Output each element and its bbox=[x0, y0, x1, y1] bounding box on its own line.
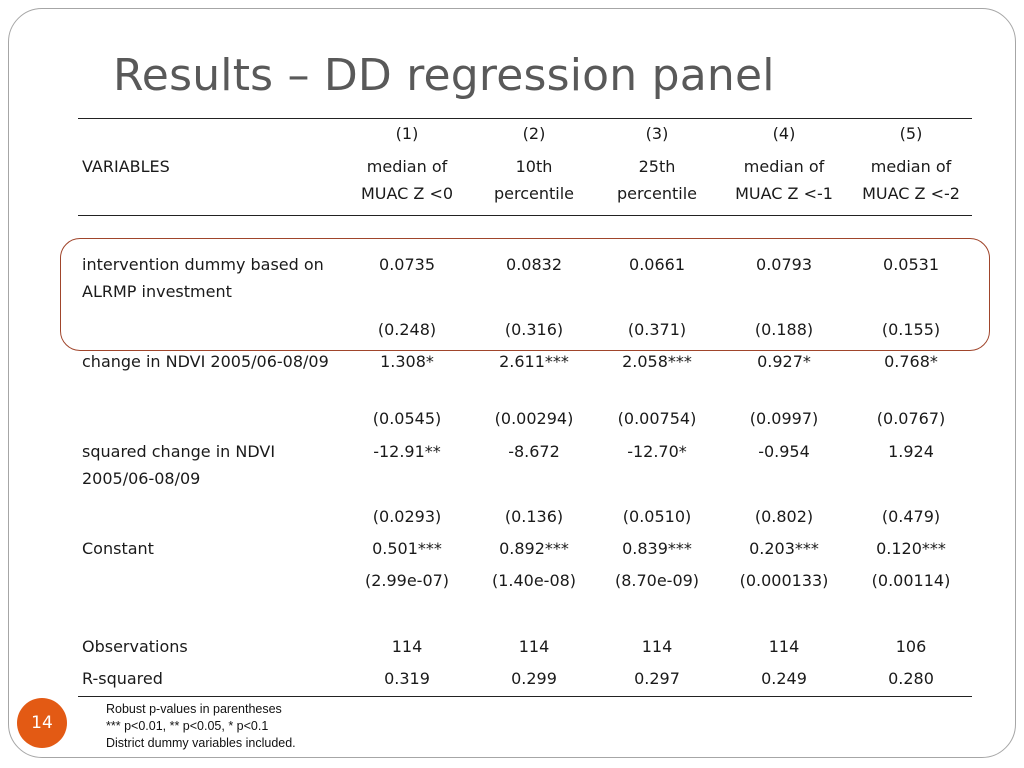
coef-cell: 1.924 bbox=[888, 442, 934, 461]
col-1-subheader: MUAC Z <0 bbox=[360, 184, 454, 203]
coef-cell: 0.501*** bbox=[372, 539, 442, 558]
se-cell: (0.248) bbox=[377, 320, 437, 339]
se-cell: (1.40e-08) bbox=[491, 571, 577, 590]
coef-cell: 0.892*** bbox=[499, 539, 569, 558]
footnote-significance: *** p<0.01, ** p<0.05, * p<0.1 bbox=[106, 719, 269, 733]
coef-cell: 0.768* bbox=[884, 352, 938, 371]
se-cell: (0.0293) bbox=[372, 507, 442, 526]
r-squared-cell: 0.249 bbox=[761, 669, 807, 688]
highlight-box bbox=[60, 238, 990, 351]
col-4-header: median of bbox=[743, 157, 825, 176]
se-cell: (0.479) bbox=[881, 507, 941, 526]
coef-cell: 0.120*** bbox=[876, 539, 946, 558]
observations-cell: 114 bbox=[641, 637, 673, 656]
observations-label: Observations bbox=[82, 637, 188, 656]
coef-cell: 0.0735 bbox=[379, 255, 435, 274]
se-cell: (0.00294) bbox=[494, 409, 574, 428]
coef-cell: 0.839*** bbox=[622, 539, 692, 558]
col-2-number: (2) bbox=[522, 124, 546, 143]
se-cell: (0.0767) bbox=[876, 409, 946, 428]
coef-cell: 1.308* bbox=[380, 352, 434, 371]
coef-cell: 0.0661 bbox=[629, 255, 685, 274]
table-header-rule bbox=[78, 215, 972, 216]
se-cell: (0.000133) bbox=[739, 571, 829, 590]
col-2-header: 10th bbox=[515, 157, 553, 176]
row-label-cont: 2005/06-08/09 bbox=[82, 469, 201, 488]
col-1-header: median of bbox=[366, 157, 448, 176]
col-3-header: 25th bbox=[638, 157, 676, 176]
se-cell: (0.188) bbox=[754, 320, 814, 339]
se-cell: (8.70e-09) bbox=[614, 571, 700, 590]
se-cell: (0.136) bbox=[504, 507, 564, 526]
r-squared-cell: 0.319 bbox=[384, 669, 430, 688]
se-cell: (0.00754) bbox=[617, 409, 697, 428]
r-squared-cell: 0.280 bbox=[888, 669, 934, 688]
col-5-number: (5) bbox=[899, 124, 923, 143]
slide-title: Results – DD regression panel bbox=[113, 50, 775, 101]
row-label: change in NDVI 2005/06-08/09 bbox=[82, 352, 329, 371]
col-2-subheader: percentile bbox=[493, 184, 575, 203]
observations-cell: 114 bbox=[518, 637, 550, 656]
r-squared-cell: 0.299 bbox=[511, 669, 557, 688]
variables-header: VARIABLES bbox=[82, 157, 170, 176]
col-5-header: median of bbox=[870, 157, 952, 176]
r-squared-cell: 0.297 bbox=[634, 669, 680, 688]
col-4-subheader: MUAC Z <-1 bbox=[735, 184, 833, 203]
observations-cell: 106 bbox=[895, 637, 927, 656]
page-number-badge: 14 bbox=[17, 698, 67, 748]
col-4-number: (4) bbox=[772, 124, 796, 143]
observations-cell: 114 bbox=[768, 637, 800, 656]
se-cell: (0.0997) bbox=[749, 409, 819, 428]
table-top-rule bbox=[78, 118, 972, 119]
coef-cell: 2.611*** bbox=[499, 352, 569, 371]
col-5-subheader: MUAC Z <-2 bbox=[862, 184, 960, 203]
col-3-number: (3) bbox=[645, 124, 669, 143]
coef-cell: 0.203*** bbox=[749, 539, 819, 558]
table-bottom-rule bbox=[78, 696, 972, 697]
r-squared-label: R-squared bbox=[82, 669, 163, 688]
se-cell: (0.155) bbox=[881, 320, 941, 339]
slide-frame bbox=[8, 8, 1016, 758]
row-label-cont: ALRMP investment bbox=[82, 282, 232, 301]
se-cell: (0.802) bbox=[754, 507, 814, 526]
coef-cell: -12.70* bbox=[627, 442, 687, 461]
coef-cell: -8.672 bbox=[508, 442, 560, 461]
coef-cell: -0.954 bbox=[758, 442, 810, 461]
se-cell: (0.0545) bbox=[372, 409, 442, 428]
se-cell: (0.00114) bbox=[871, 571, 951, 590]
observations-cell: 114 bbox=[391, 637, 423, 656]
coef-cell: 0.0531 bbox=[883, 255, 939, 274]
coef-cell: 2.058*** bbox=[622, 352, 692, 371]
coef-cell: 0.0832 bbox=[506, 255, 562, 274]
row-label: Constant bbox=[82, 539, 154, 558]
row-label: squared change in NDVI bbox=[82, 442, 276, 461]
coef-cell: -12.91** bbox=[373, 442, 441, 461]
col-3-subheader: percentile bbox=[616, 184, 698, 203]
col-1-number: (1) bbox=[395, 124, 419, 143]
coef-cell: 0.0793 bbox=[756, 255, 812, 274]
footnote-pvalues: Robust p-values in parentheses bbox=[106, 702, 282, 716]
se-cell: (0.0510) bbox=[622, 507, 692, 526]
coef-cell: 0.927* bbox=[757, 352, 811, 371]
se-cell: (2.99e-07) bbox=[364, 571, 450, 590]
se-cell: (0.371) bbox=[627, 320, 687, 339]
row-label: intervention dummy based on bbox=[82, 255, 324, 274]
se-cell: (0.316) bbox=[504, 320, 564, 339]
footnote-district-dummies: District dummy variables included. bbox=[106, 736, 296, 750]
